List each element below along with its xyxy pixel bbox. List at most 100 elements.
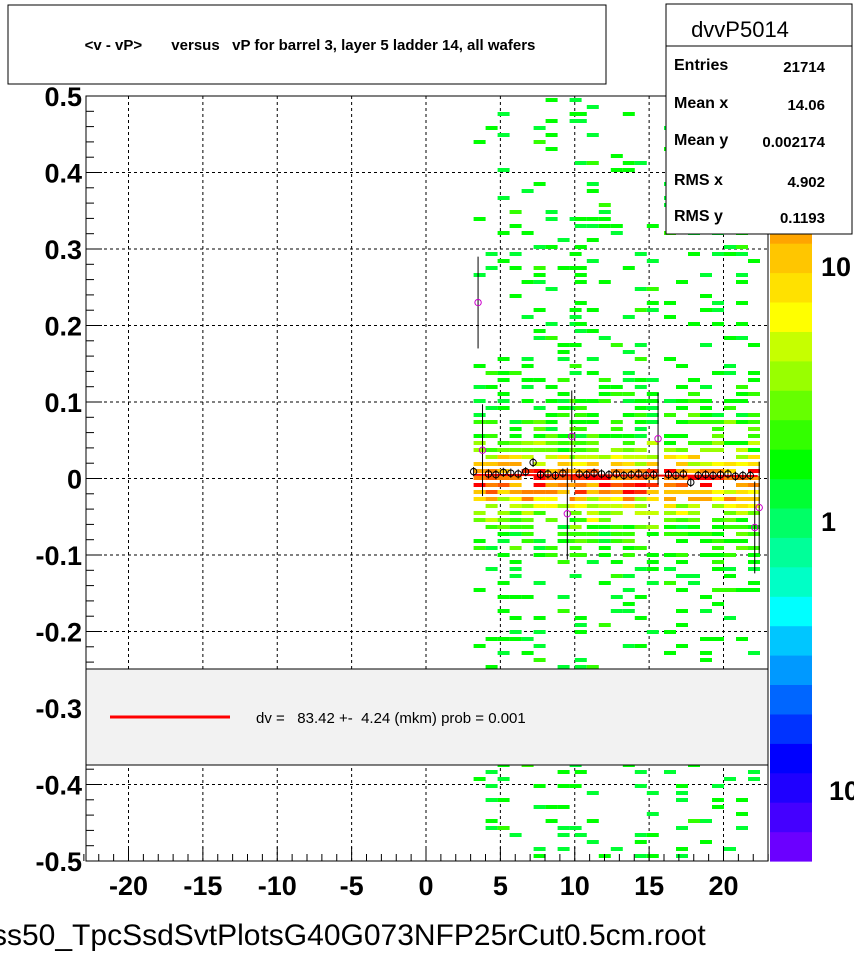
heatmap-cell	[497, 798, 510, 802]
heatmap-cell	[509, 427, 522, 431]
heatmap-cell	[622, 266, 635, 270]
heatmap-cell	[724, 574, 736, 578]
heatmap-cell	[509, 616, 522, 620]
heatmap-cell	[700, 483, 712, 487]
heatmap-cell	[497, 581, 510, 585]
heatmap-cell	[473, 364, 486, 368]
heatmap-cell	[622, 574, 635, 578]
heatmap-cell	[574, 161, 587, 165]
heatmap-cell	[509, 532, 522, 536]
colorbar-swatch	[770, 243, 812, 274]
heatmap-cell	[485, 546, 498, 550]
heatmap-cell	[557, 406, 570, 410]
heatmap-cell	[664, 441, 676, 445]
y-tick-label: -0.1	[35, 541, 82, 571]
heatmap-cell	[497, 490, 510, 494]
heatmap-cell	[712, 441, 724, 445]
heatmap-cell	[712, 532, 724, 536]
heatmap-cell	[736, 280, 748, 284]
heatmap-cell	[724, 539, 736, 543]
heatmap-cell	[497, 511, 510, 515]
x-tick-label: -20	[109, 871, 148, 901]
heatmap-cell	[700, 343, 712, 347]
heatmap-cell	[557, 441, 570, 445]
profile-point	[672, 471, 680, 480]
heatmap-cell	[557, 343, 570, 347]
heatmap-cell	[736, 525, 748, 529]
heatmap-cell	[646, 406, 659, 410]
heatmap-cell	[676, 406, 688, 410]
heatmap-cell	[748, 413, 760, 417]
heatmap-cell	[634, 504, 647, 508]
heatmap-cell	[688, 462, 700, 466]
heatmap-cell	[473, 441, 486, 445]
y-tick-label: 0.2	[44, 312, 82, 342]
heatmap-cell	[533, 378, 546, 382]
heatmap-cell	[533, 336, 546, 340]
heatmap-cell	[598, 385, 611, 389]
profile-point	[664, 470, 673, 479]
heatmap-cell	[736, 490, 748, 494]
profile-point	[751, 523, 759, 532]
heatmap-cell	[610, 462, 623, 466]
heatmap-cell	[557, 504, 570, 508]
heatmap-cell	[598, 497, 611, 501]
heatmap-cell	[497, 518, 510, 522]
heatmap-cell	[509, 511, 522, 515]
profile-point	[559, 469, 567, 477]
profile-point	[739, 471, 747, 480]
heatmap-cell	[664, 630, 676, 634]
heatmap-cell	[676, 784, 688, 788]
heatmap-cell	[736, 504, 748, 508]
heatmap-cell	[545, 245, 558, 249]
heatmap-cell	[485, 490, 498, 494]
heatmap-cell	[724, 364, 736, 368]
heatmap-cell	[545, 133, 558, 137]
y-tick-label: -0.5	[35, 847, 82, 877]
heatmap-cell	[557, 847, 570, 851]
heatmap-cell	[485, 455, 498, 459]
heatmap-cell	[569, 343, 582, 347]
heatmap-cell	[497, 483, 510, 487]
colorbar-swatch	[770, 772, 812, 803]
heatmap-cell	[736, 637, 748, 641]
heatmap-cell	[676, 364, 688, 368]
heatmap-cell	[557, 266, 570, 270]
heatmap-cell	[574, 462, 587, 466]
heatmap-cell	[533, 280, 546, 284]
heatmap-cell	[586, 434, 599, 438]
heatmap-cell	[646, 511, 659, 515]
heatmap-cell	[634, 833, 647, 837]
heatmap-cell	[509, 483, 522, 487]
heatmap-cell	[521, 539, 534, 543]
heatmap-cell	[574, 224, 587, 228]
heatmap-cell	[598, 434, 611, 438]
heatmap-cell	[676, 791, 688, 795]
heatmap-cell	[497, 196, 510, 200]
heatmap-cell	[586, 371, 599, 375]
heatmap-cell	[485, 497, 498, 501]
heatmap-cell	[533, 406, 546, 410]
heatmap-cell	[748, 455, 760, 459]
heatmap-cell	[586, 840, 599, 844]
heatmap-cell	[574, 280, 587, 284]
heatmap-cell	[521, 637, 534, 641]
x-tick-label: -5	[340, 871, 364, 901]
heatmap-cell	[610, 224, 623, 228]
heatmap-cell	[646, 560, 659, 564]
heatmap-cell	[646, 469, 659, 473]
heatmap-cell	[622, 161, 635, 165]
heatmap-cell	[610, 574, 623, 578]
heatmap-cell	[622, 462, 635, 466]
heatmap-cell	[509, 595, 522, 599]
heatmap-cell	[557, 476, 570, 480]
heatmap-cell	[473, 777, 486, 781]
heatmap-cell	[574, 490, 587, 494]
heatmap-cell	[700, 385, 712, 389]
heatmap-cell	[664, 511, 676, 515]
heatmap-cell	[533, 329, 546, 333]
heatmap-cell	[676, 280, 688, 284]
heatmap-cell	[610, 343, 623, 347]
heatmap-cell	[736, 392, 748, 396]
heatmap-cell	[485, 770, 498, 774]
